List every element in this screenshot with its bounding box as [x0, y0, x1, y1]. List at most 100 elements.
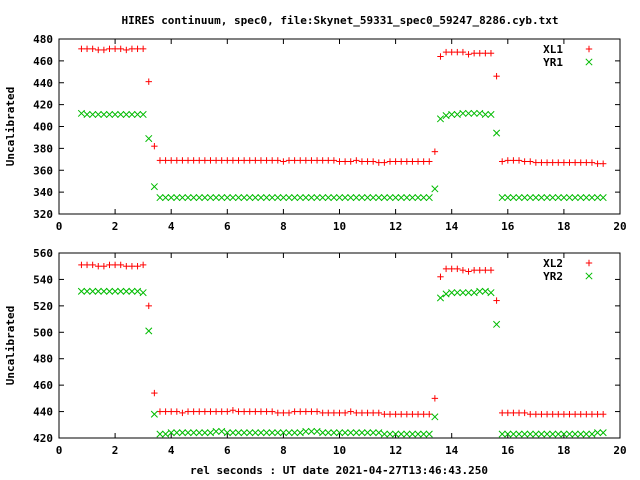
y-tick-label: 460 — [33, 55, 53, 68]
data-point — [268, 408, 276, 415]
data-point — [577, 430, 585, 438]
data-point — [532, 430, 540, 438]
data-point-d2 — [206, 194, 215, 202]
data-point-d2 — [77, 109, 85, 117]
data-point — [504, 194, 512, 202]
data-point-d2 — [296, 194, 304, 202]
data-point — [274, 157, 281, 164]
data-point-d2 — [509, 430, 517, 438]
data-point — [464, 289, 473, 297]
x-tick-label: 0 — [56, 444, 63, 457]
data-point-d2 — [83, 110, 91, 119]
y-tick-label: 500 — [33, 326, 53, 339]
data-point-d2 — [117, 287, 125, 295]
data-point-d2 — [431, 413, 439, 421]
data-point — [274, 409, 281, 417]
data-point-d2 — [397, 194, 405, 202]
data-point — [252, 157, 259, 164]
data-point-d2 — [448, 110, 456, 119]
data-point-d2 — [408, 194, 416, 202]
data-point — [223, 429, 231, 437]
data-point-d2 — [117, 110, 125, 119]
data-point — [106, 45, 113, 53]
data-point-d2 — [403, 194, 411, 202]
data-point — [285, 194, 293, 202]
data-point — [521, 430, 529, 438]
data-point — [196, 157, 203, 164]
data-point-d2 — [274, 194, 282, 202]
data-point — [156, 157, 164, 164]
data-point — [369, 429, 377, 437]
data-point — [566, 159, 573, 166]
y-tick-label: 540 — [33, 273, 53, 286]
data-point — [436, 294, 445, 302]
data-point — [201, 194, 209, 202]
data-point — [347, 158, 354, 165]
data-point — [145, 327, 153, 335]
data-point — [100, 263, 108, 270]
data-point — [89, 261, 96, 269]
data-point — [386, 194, 394, 202]
data-point — [448, 289, 456, 297]
data-point — [588, 194, 596, 202]
data-point — [493, 72, 500, 80]
data-point — [218, 194, 226, 202]
data-point-d2 — [100, 287, 108, 295]
data-point-d2 — [285, 429, 293, 437]
data-point — [420, 411, 427, 418]
data-point-d2 — [229, 429, 237, 437]
data-point — [414, 158, 422, 165]
data-point — [442, 48, 450, 56]
data-point-d2 — [128, 110, 136, 119]
data-point — [291, 408, 298, 415]
y-tick-label: 460 — [33, 379, 53, 392]
data-point — [398, 158, 405, 165]
data-point — [398, 411, 405, 418]
data-point — [380, 430, 388, 438]
data-point — [240, 194, 248, 202]
data-point-d2 — [588, 194, 596, 202]
data-point-d2 — [459, 289, 467, 297]
data-point — [280, 409, 287, 417]
data-point-d2 — [190, 429, 198, 437]
data-point — [151, 389, 158, 397]
data-point — [212, 157, 220, 164]
data-point — [302, 427, 310, 435]
data-point — [330, 194, 338, 202]
data-point-d2 — [274, 429, 282, 437]
data-point — [123, 46, 130, 54]
data-point — [498, 158, 506, 165]
data-point — [515, 409, 523, 417]
data-point — [397, 194, 405, 202]
data-point — [122, 287, 130, 295]
data-point — [89, 287, 97, 295]
data-point-d2 — [319, 194, 327, 202]
data-point — [133, 287, 142, 295]
data-point — [296, 429, 304, 437]
data-point-d2 — [335, 429, 344, 437]
data-point — [588, 411, 596, 418]
data-point — [470, 50, 478, 57]
data-point — [442, 265, 450, 273]
data-point — [89, 45, 96, 53]
data-point — [330, 157, 338, 164]
data-point-d2 — [206, 429, 215, 437]
data-point-d2 — [420, 194, 428, 202]
data-point — [257, 157, 265, 164]
data-point — [156, 430, 164, 438]
data-point-d2 — [476, 109, 484, 117]
data-point — [487, 50, 495, 57]
data-point — [392, 158, 399, 165]
data-point — [100, 110, 108, 119]
data-point — [549, 411, 556, 418]
data-point — [588, 430, 596, 438]
x-tick-label: 12 — [389, 220, 402, 233]
data-point — [168, 157, 175, 164]
data-point-d2 — [453, 289, 461, 297]
data-point — [470, 109, 478, 117]
data-point — [218, 157, 225, 164]
data-point-d2 — [560, 430, 568, 438]
data-point-d2 — [128, 287, 136, 295]
data-point — [431, 395, 439, 402]
data-point — [229, 157, 237, 164]
